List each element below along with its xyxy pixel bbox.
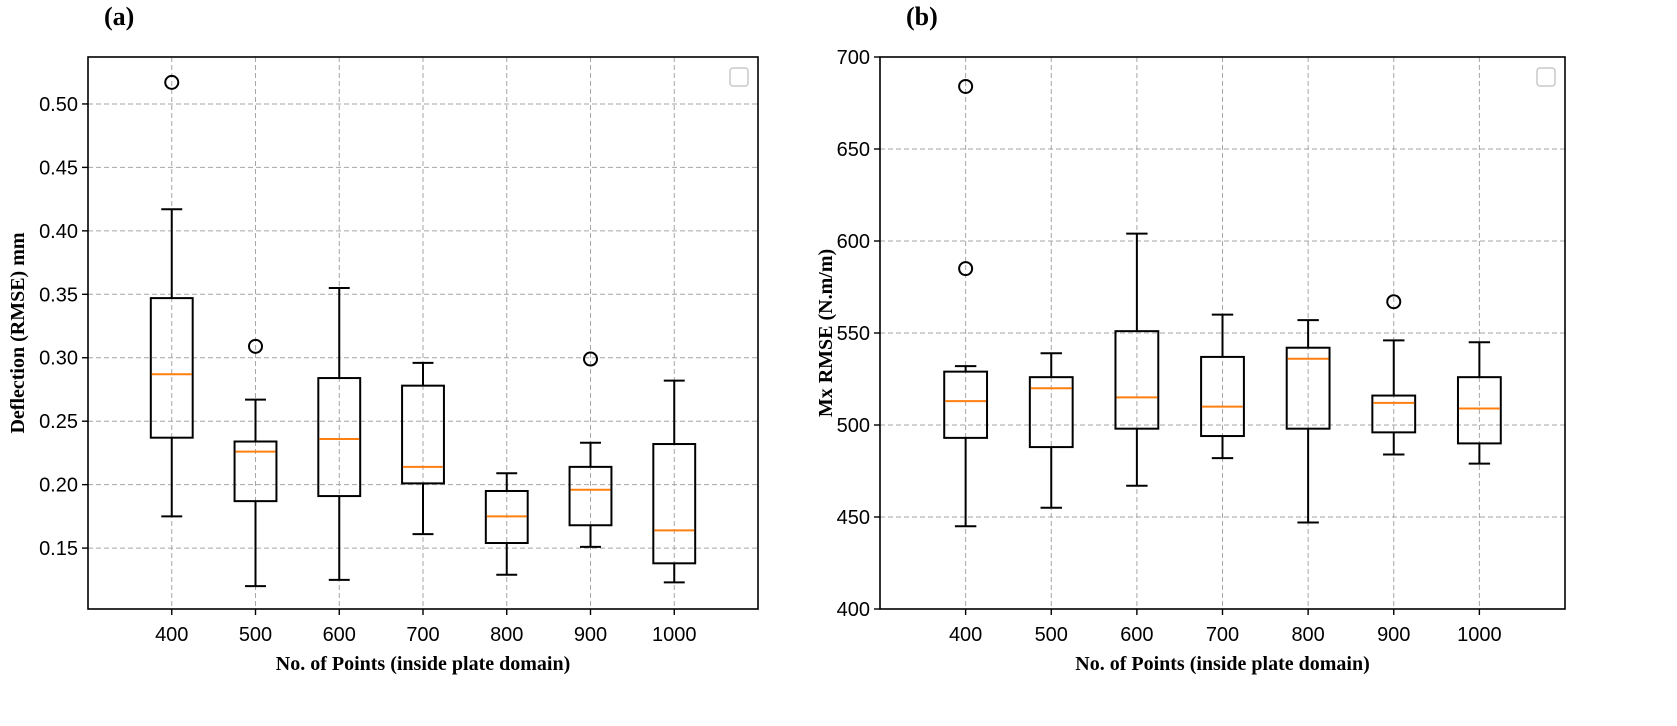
x-tick-label: 400 [155,624,188,646]
outlier-point [164,74,180,90]
y-tick-label: 400 [837,599,870,621]
outlier-point [958,261,974,277]
iqr-box [1371,394,1417,434]
outlier-point [1386,294,1402,310]
x-tick-label: 1000 [1457,624,1502,646]
iqr-box [1200,355,1245,438]
iqr-box [401,384,445,485]
x-tick-label: 1000 [652,624,697,646]
box-700 [401,361,445,536]
box-900 [1371,294,1417,456]
box-1000 [652,379,697,584]
box-800 [484,472,529,576]
y-tick-label: 0.30 [39,348,78,370]
box-700 [1200,313,1245,460]
y-tick-label: 550 [837,323,870,345]
x-tick-label: 600 [1120,624,1153,646]
x-tick-label: 700 [406,624,439,646]
y-tick-label: 0.50 [39,94,78,116]
x-tick-label: 800 [1291,624,1324,646]
iqr-box [1114,330,1160,430]
outlier-point [958,78,974,94]
y-tick-label: 0.25 [39,411,78,433]
panel-label: (b) [906,2,938,31]
y-tick-label: 0.40 [39,221,78,243]
y-axis-label: Mx RMSE (N.m/m) [815,249,837,417]
box-800 [1285,319,1331,524]
y-tick-label: 0.20 [39,475,78,497]
x-axis-label: No. of Points (inside plate domain) [1075,653,1369,675]
iqr-box [233,440,278,503]
x-tick-label: 700 [1206,624,1239,646]
y-tick-label: 0.15 [39,538,78,560]
y-tick-label: 0.45 [39,157,78,179]
box-500 [1028,352,1074,509]
chart-panel-b: 400 450 500 550 600 650 700 400 500 600 700 800 900 1… [815,2,1566,675]
box-1000 [1456,341,1502,465]
iqr-box [1028,376,1074,449]
iqr-box [1285,346,1331,430]
y-tick-label: 700 [837,47,870,69]
iqr-box [1456,376,1502,445]
box-500 [233,338,278,588]
x-axis-label: No. of Points (inside plate domain) [276,653,570,675]
y-tick-label: 0.35 [39,284,78,306]
x-tick-label: 800 [490,624,523,646]
y-tick-label: 450 [837,507,870,529]
iqr-box [652,443,697,565]
iqr-box [943,370,989,439]
box-400 [149,74,194,518]
iqr-box [484,489,529,545]
y-tick-label: 650 [837,139,870,161]
outlier-point [583,351,598,367]
legend-box [1536,67,1556,87]
x-tick-label: 600 [323,624,356,646]
x-tick-label: 500 [1035,624,1068,646]
y-tick-label: 500 [837,415,870,437]
y-axis-label: Deflection (RMSE) mm [7,232,29,433]
iqr-box [149,297,194,439]
legend-box [729,67,749,87]
iqr-box [317,377,362,498]
outlier-point [248,338,263,354]
chart-panel-a: 0.15 0.20 0.25 0.30 0.35 0.40 0.45 0.50 400 500 60… [7,2,759,675]
x-tick-label: 500 [239,624,272,646]
panel-label: (a) [104,2,134,31]
iqr-box [568,465,613,527]
box-400 [943,78,989,528]
x-tick-label: 400 [949,624,982,646]
y-tick-label: 600 [837,231,870,253]
x-tick-label: 900 [1377,624,1410,646]
x-tick-label: 900 [574,624,607,646]
box-900 [568,351,613,548]
box-600 [317,286,362,581]
box-600 [1114,232,1160,487]
